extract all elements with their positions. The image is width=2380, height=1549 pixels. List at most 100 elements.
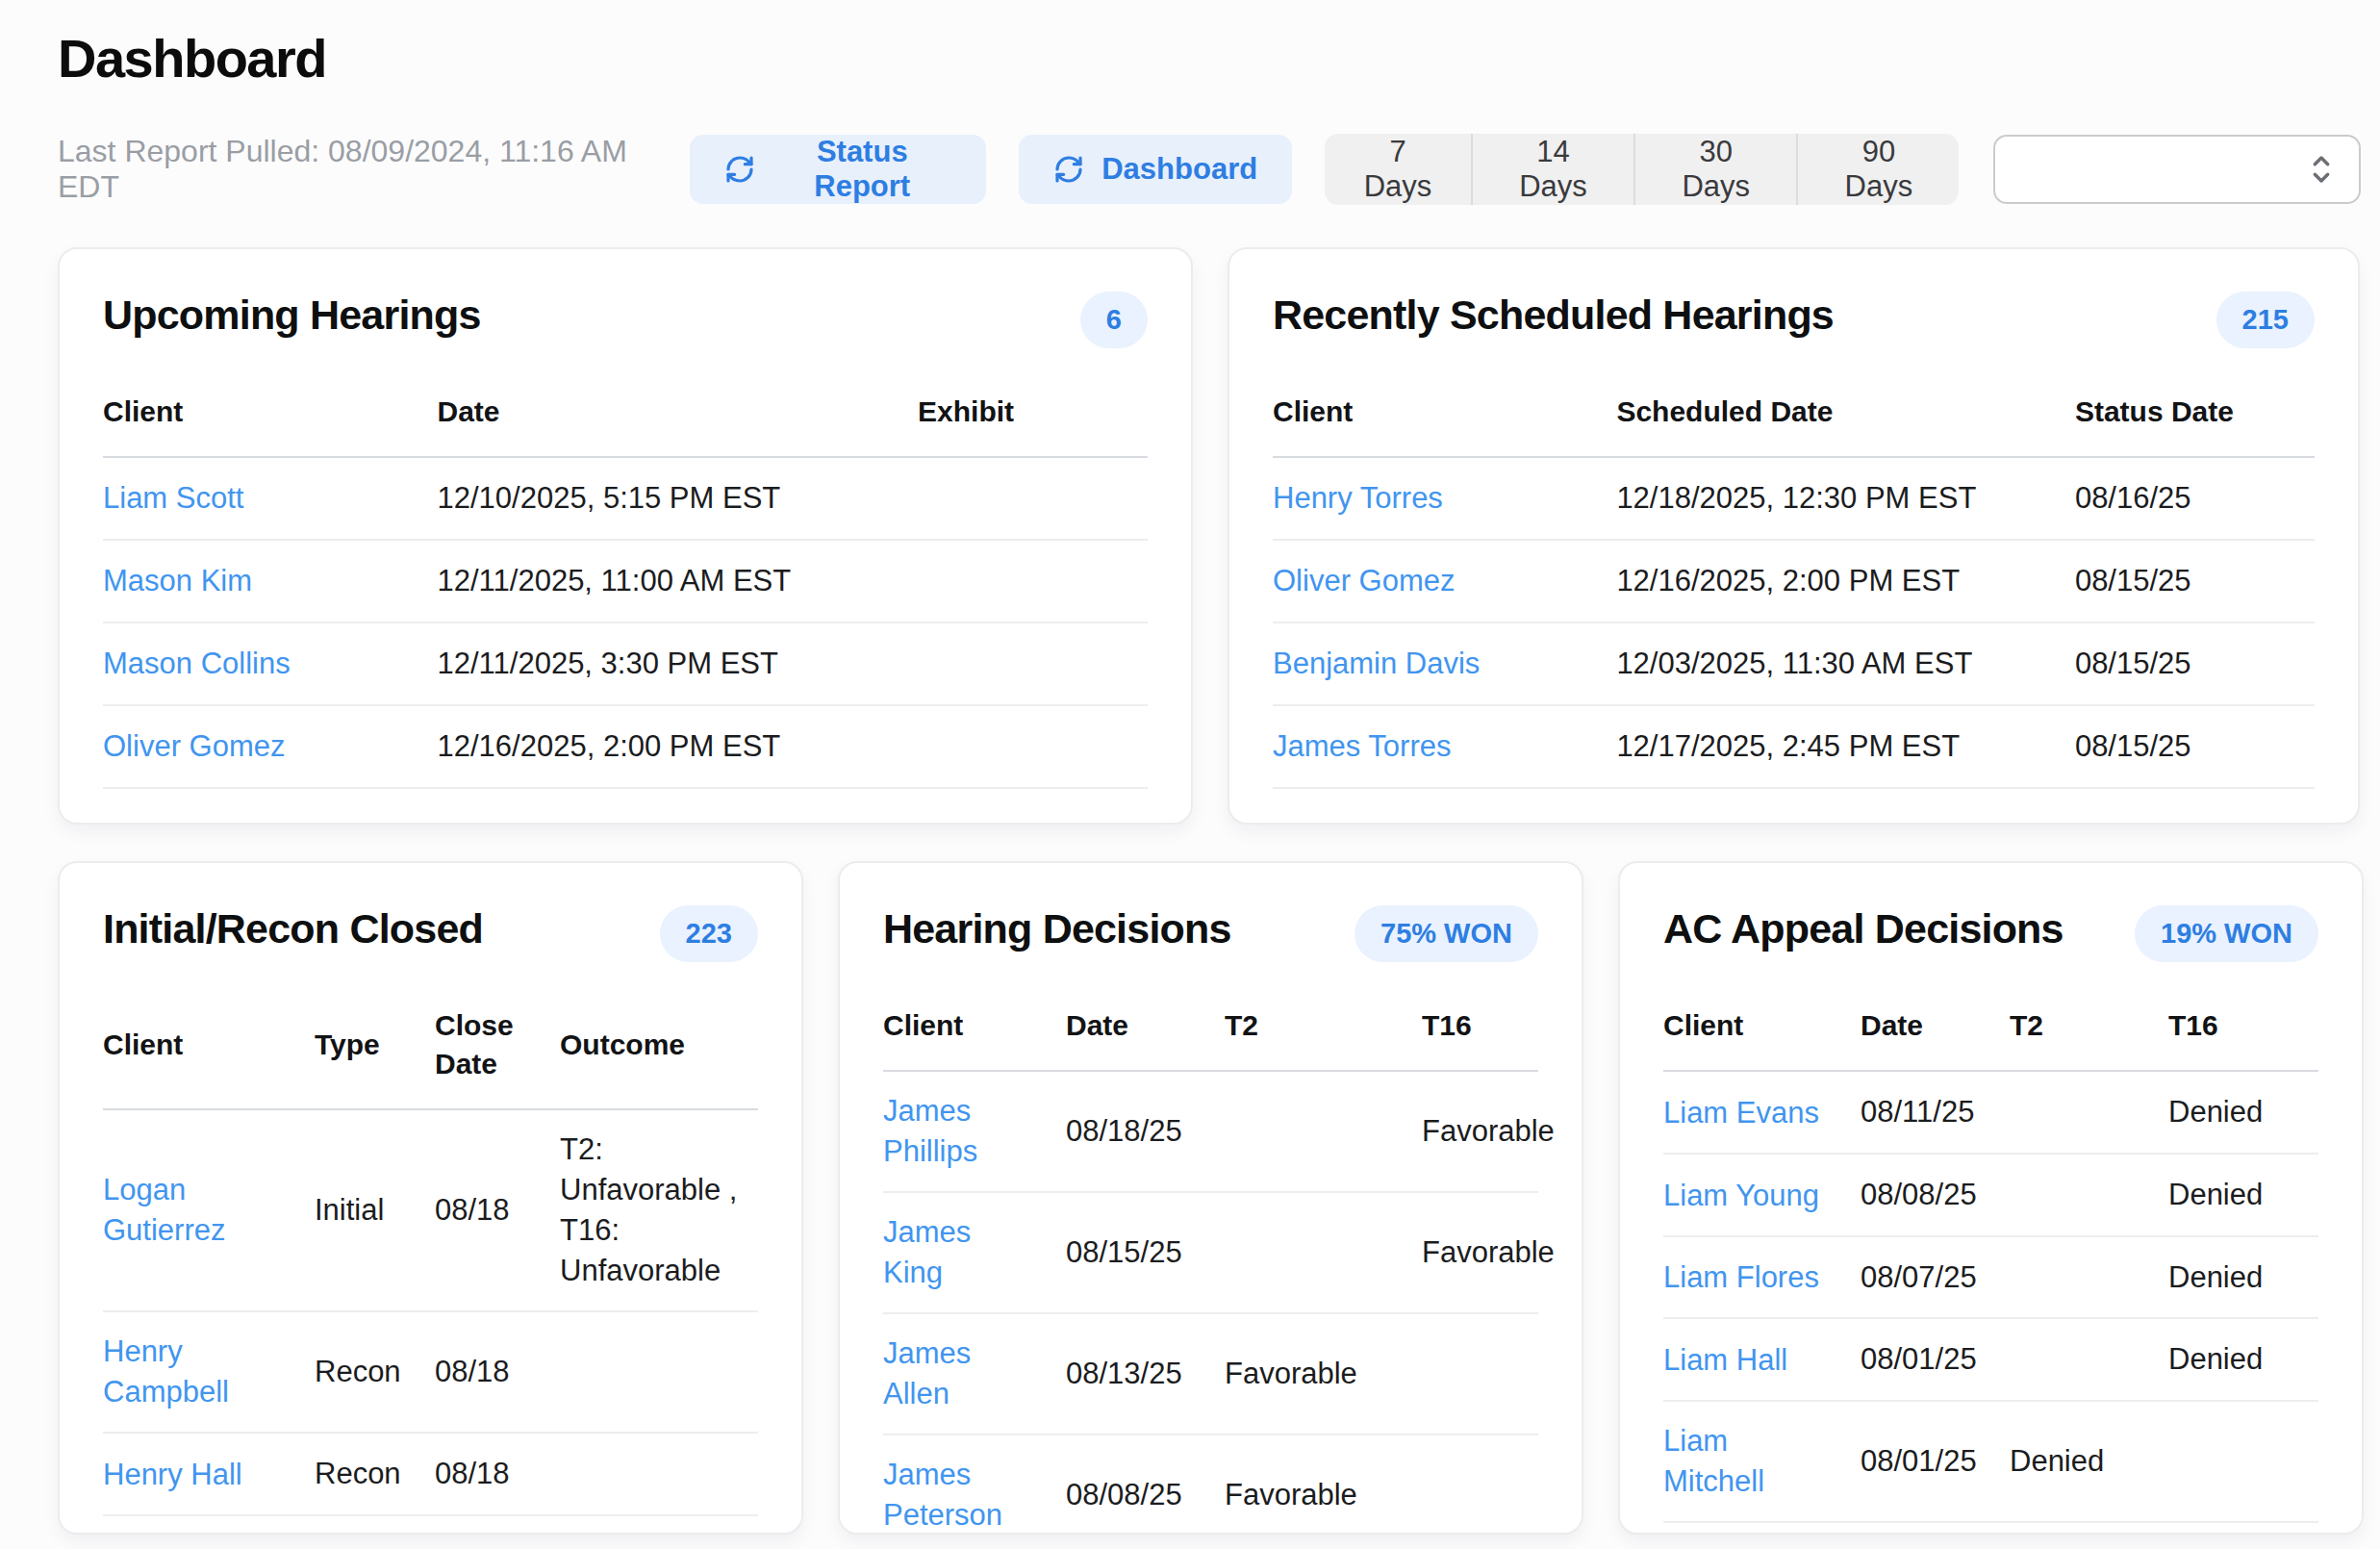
status-date: 08/15/25 [2075, 540, 2315, 622]
t16-cell: Favorable [1422, 1192, 1538, 1313]
toolbar: Last Report Pulled: 08/09/2024, 11:16 AM… [58, 134, 2361, 205]
hearing-date: 12/11/2025, 11:00 AM EST [438, 540, 919, 622]
ac-appeal-decisions-table: Client Date T2 T16 Liam Evans 08/11/25 D… [1663, 987, 2318, 1523]
case-type: Initial [315, 1109, 435, 1311]
client-link[interactable]: Liam Hall [1663, 1340, 1787, 1381]
hearing-won-badge: 75% WON [1355, 905, 1538, 962]
table-header-row: Client Date T2 T16 [883, 987, 1538, 1071]
day-filter-30[interactable]: 30 Days [1635, 134, 1798, 205]
status-report-button[interactable]: Status Report [690, 135, 986, 204]
t16-cell: Denied [2168, 1236, 2318, 1319]
client-link[interactable]: James King [883, 1212, 1025, 1293]
status-date: 08/15/25 [2075, 705, 2315, 788]
t2-cell [2010, 1318, 2168, 1401]
t2-cell: Favorable [1225, 1435, 1422, 1535]
table-row: Henry Hall Recon 08/18 [103, 1433, 758, 1515]
client-link[interactable]: James Phillips [883, 1091, 1025, 1172]
col-header-close-date: Close Date [435, 987, 560, 1109]
table-header-row: Client Scheduled Date Status Date [1273, 373, 2315, 457]
decision-date: 08/15/25 [1066, 1192, 1225, 1313]
period-select[interactable] [1993, 135, 2361, 204]
table-row: Liam Evans 08/11/25 Denied [1663, 1071, 2318, 1154]
col-header-scheduled-date: Scheduled Date [1616, 373, 2075, 457]
upcoming-hearings-title: Upcoming Hearings [103, 292, 481, 339]
client-link[interactable]: Mason Collins [103, 647, 291, 680]
col-header-date: Date [438, 373, 919, 457]
decision-date: 08/01/25 [1861, 1318, 2010, 1401]
client-link[interactable]: Benjamin Davis [1273, 647, 1480, 680]
scheduled-date: 12/16/2025, 2:00 PM EST [1616, 540, 2075, 622]
initial-recon-closed-table: Client Type Close Date Outcome Logan Gut… [103, 987, 758, 1516]
table-row: James King 08/15/25 Favorable [883, 1192, 1538, 1313]
t16-cell: Favorable [1422, 1071, 1538, 1192]
decision-date: 08/13/25 [1066, 1313, 1225, 1435]
client-link[interactable]: Oliver Gomez [103, 729, 285, 763]
col-header-t2: T2 [1225, 987, 1422, 1071]
client-link[interactable]: Henry Campbell [103, 1332, 276, 1412]
last-report-text: Last Report Pulled: 08/09/2024, 11:16 AM… [58, 134, 653, 205]
top-cards-row: Upcoming Hearings 6 Client Date Exhibit … [58, 247, 2361, 825]
decision-date: 08/18/25 [1066, 1071, 1225, 1192]
close-date: 08/18 [435, 1433, 560, 1515]
card-header: Recently Scheduled Hearings 215 [1273, 292, 2315, 348]
hearing-date: 12/11/2025, 3:30 PM EST [438, 622, 919, 705]
table-header-row: Client Date T2 T16 [1663, 987, 2318, 1071]
t2-cell [2010, 1154, 2168, 1236]
client-link[interactable]: James Peterson [883, 1455, 1025, 1535]
day-filter-7[interactable]: 7 Days [1325, 134, 1473, 205]
col-header-client: Client [1273, 373, 1616, 457]
decision-date: 08/08/25 [1861, 1154, 2010, 1236]
chevron-up-down-icon [2305, 150, 2338, 189]
table-row: James Peterson 08/08/25 Favorable [883, 1435, 1538, 1535]
hearing-date: 12/16/2025, 2:00 PM EST [438, 705, 919, 788]
upcoming-hearings-table: Client Date Exhibit Liam Scott 12/10/202… [103, 373, 1148, 789]
dashboard-refresh-button[interactable]: Dashboard [1019, 135, 1292, 204]
client-link[interactable]: Liam Flores [1663, 1257, 1819, 1298]
t2-cell [1225, 1192, 1422, 1313]
t2-cell [1225, 1071, 1422, 1192]
scheduled-date: 12/17/2025, 2:45 PM EST [1616, 705, 2075, 788]
client-link[interactable]: Henry Hall [103, 1455, 242, 1495]
table-row: Benjamin Davis 12/03/2025, 11:30 AM EST … [1273, 622, 2315, 705]
hearing-decisions-card: Hearing Decisions 75% WON Client Date T2… [838, 861, 1583, 1535]
col-header-client: Client [1663, 987, 1861, 1071]
client-link[interactable]: James Torres [1273, 729, 1452, 763]
table-row: Henry Torres 12/18/2025, 12:30 PM EST 08… [1273, 457, 2315, 540]
client-link[interactable]: James Allen [883, 1333, 1025, 1414]
client-link[interactable]: Liam Scott [103, 481, 243, 515]
recently-scheduled-card: Recently Scheduled Hearings 215 Client S… [1228, 247, 2360, 825]
table-row: Henry Campbell Recon 08/18 [103, 1311, 758, 1433]
table-row: James Torres 12/17/2025, 2:45 PM EST 08/… [1273, 705, 2315, 788]
col-header-client: Client [103, 987, 315, 1109]
t2-cell: Favorable [1225, 1313, 1422, 1435]
col-header-t16: T16 [1422, 987, 1538, 1071]
initial-recon-closed-card: Initial/Recon Closed 223 Client Type Clo… [58, 861, 803, 1535]
table-row: Mason Collins 12/11/2025, 3:30 PM EST [103, 622, 1148, 705]
client-link[interactable]: Logan Gutierrez [103, 1170, 276, 1251]
client-link[interactable]: Liam Mitchell [1663, 1421, 1823, 1502]
card-header: Hearing Decisions 75% WON [883, 905, 1538, 962]
ac-appeal-decisions-title: AC Appeal Decisions [1663, 905, 2064, 952]
day-filter-14[interactable]: 14 Days [1473, 134, 1635, 205]
outcome-cell [560, 1311, 758, 1433]
t16-cell: Denied [2168, 1154, 2318, 1236]
client-link[interactable]: Henry Torres [1273, 481, 1443, 515]
client-link[interactable]: Oliver Gomez [1273, 564, 1455, 597]
ac-appeal-decisions-card: AC Appeal Decisions 19% WON Client Date … [1618, 861, 2364, 1535]
decision-date: 08/11/25 [1861, 1071, 2010, 1154]
scheduled-date: 12/03/2025, 11:30 AM EST [1616, 622, 2075, 705]
client-link[interactable]: Liam Evans [1663, 1093, 1819, 1133]
t16-cell [2168, 1401, 2318, 1522]
table-header-row: Client Type Close Date Outcome [103, 987, 758, 1109]
status-report-label: Status Report [772, 135, 951, 204]
table-header-row: Client Date Exhibit [103, 373, 1148, 457]
outcome-cell: T2: Unfavorable , T16: Unfavorable [560, 1109, 758, 1311]
client-link[interactable]: Liam Young [1663, 1176, 1819, 1216]
client-link[interactable]: Mason Kim [103, 564, 252, 597]
day-filter-90[interactable]: 90 Days [1798, 134, 1959, 205]
recently-scheduled-title: Recently Scheduled Hearings [1273, 292, 1834, 339]
dashboard-page: Dashboard Last Report Pulled: 08/09/2024… [0, 0, 2380, 1535]
col-header-client: Client [103, 373, 438, 457]
upcoming-count-badge: 6 [1080, 292, 1148, 348]
decision-date: 08/01/25 [1861, 1401, 2010, 1522]
